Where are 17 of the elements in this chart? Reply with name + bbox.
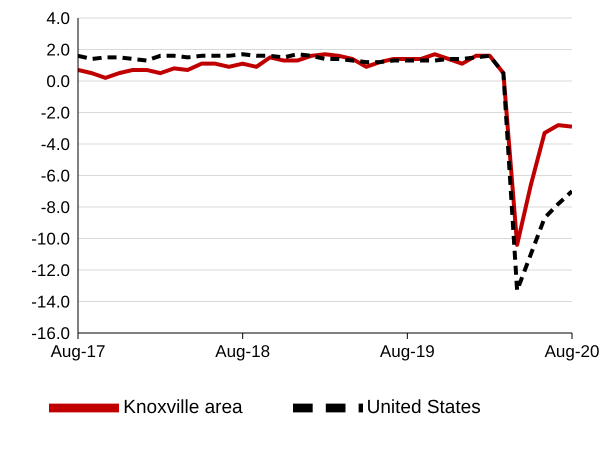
y-tick-label: -4.0 xyxy=(40,135,70,154)
y-tick-label: -12.0 xyxy=(31,261,70,280)
legend-label: United States xyxy=(366,397,481,418)
y-tick-label: -2.0 xyxy=(40,104,70,123)
y-tick-label: -10.0 xyxy=(31,230,70,249)
x-tick-label: Aug-17 xyxy=(50,342,106,362)
y-tick-label: -16.0 xyxy=(31,324,70,344)
x-tick-label: Aug-18 xyxy=(215,342,270,362)
y-tick-label: 0.0 xyxy=(46,72,70,92)
y-tick-label: -6.0 xyxy=(40,166,70,186)
y-tick-label: -8.0 xyxy=(40,198,70,218)
x-tick-label: Aug-19 xyxy=(380,342,435,362)
legend-label: Knoxville area xyxy=(123,397,243,418)
y-tick-label: 2.0 xyxy=(46,40,70,60)
x-tick-label: Aug-20 xyxy=(544,342,600,362)
y-tick-label: -14.0 xyxy=(31,292,70,312)
y-tick-label: 4.0 xyxy=(46,9,70,28)
